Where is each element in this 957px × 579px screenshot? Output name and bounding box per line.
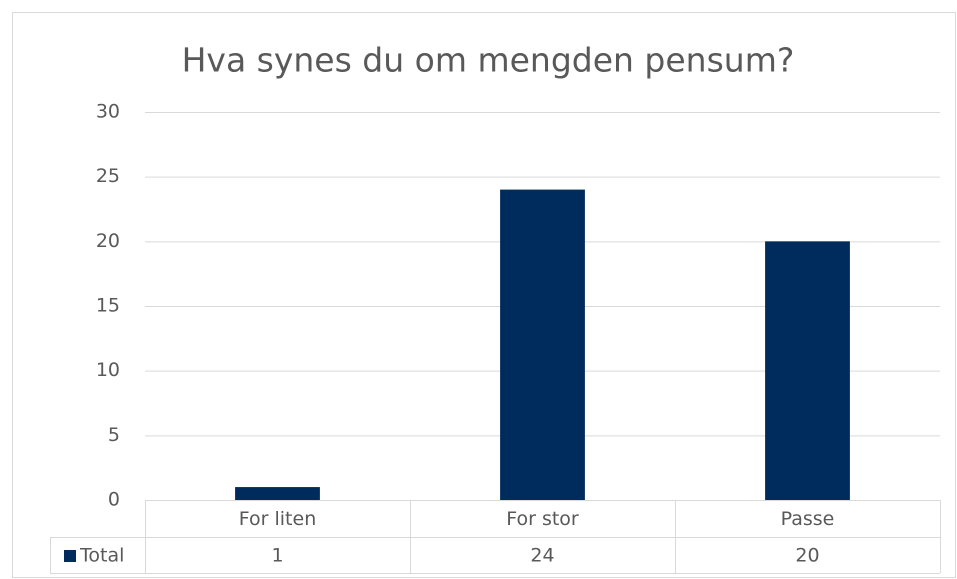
y-tick-label: 0 (108, 489, 120, 511)
legend-key (64, 550, 76, 562)
bar (765, 241, 850, 501)
table-value: 1 (271, 545, 283, 567)
y-tick-label: 5 (108, 424, 120, 446)
x-tick-label: For stor (506, 508, 579, 530)
bar (500, 189, 585, 500)
y-tick-label: 20 (96, 230, 120, 252)
bar (235, 487, 320, 500)
y-tick-label: 25 (96, 165, 120, 187)
x-tick-label: Passe (781, 508, 835, 530)
table-value: 24 (530, 545, 554, 567)
y-tick-label: 10 (96, 359, 120, 381)
y-tick-label: 15 (96, 295, 120, 317)
y-tick-label: 30 (96, 101, 120, 123)
chart-title: Hva synes du om mengden pensum? (182, 41, 795, 80)
x-tick-label: For liten (239, 508, 316, 530)
legend-label: Total (79, 545, 124, 567)
table-value: 20 (795, 545, 819, 567)
